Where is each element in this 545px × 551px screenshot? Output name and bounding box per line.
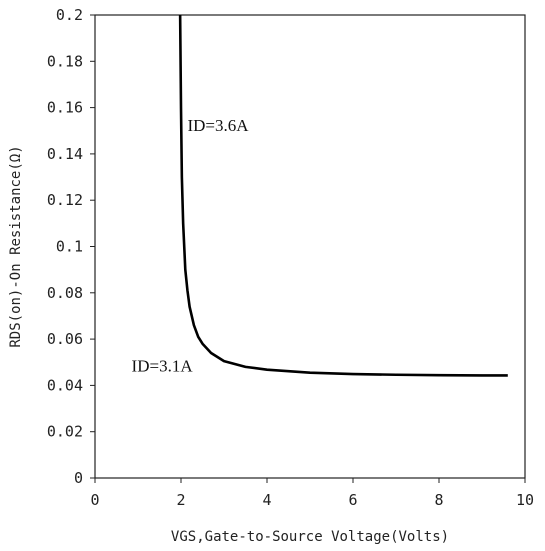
y-tick-label: 0.06 <box>47 330 83 348</box>
annotations: ID=3.6A ID=3.1A <box>132 116 250 376</box>
y-tick-label: 0.18 <box>47 52 83 70</box>
series-line-0 <box>178 14 508 377</box>
y-tick-label: 0.14 <box>47 145 83 163</box>
x-tick-label: 2 <box>176 491 185 509</box>
x-axis-label: VGS,Gate-to-Source Voltage(Volts) <box>171 529 449 545</box>
series-group <box>178 14 508 377</box>
y-tick-label: 0.02 <box>47 423 83 441</box>
y-axis-label: RDS(on)-On Resistance(Ω) <box>8 145 24 347</box>
y-tick-label: 0.04 <box>47 376 83 394</box>
y-tick-label: 0.2 <box>56 6 83 24</box>
annotation-1: ID=3.1A <box>132 357 194 376</box>
x-tick-label: 8 <box>434 491 443 509</box>
y-tick-label: 0.08 <box>47 284 83 302</box>
plot-border <box>94 14 526 479</box>
x-tick-labels: 0 2 4 6 8 10 <box>90 478 534 509</box>
x-tick-label: 10 <box>516 491 534 509</box>
annotation-0: ID=3.6A <box>187 116 249 135</box>
y-tick-labels: 0 0.02 0.04 0.06 0.08 0.1 0.12 0.14 0.16 0.18 0.2 <box>47 6 95 487</box>
x-tick-label: 6 <box>348 491 357 509</box>
plot-area <box>94 14 526 479</box>
x-tick-label: 0 <box>90 491 99 509</box>
x-tick-label: 4 <box>262 491 271 509</box>
y-tick-label: 0.12 <box>47 191 83 209</box>
y-tick-label: 0 <box>74 469 83 487</box>
y-tick-label: 0.1 <box>56 238 83 256</box>
y-tick-label: 0.16 <box>47 99 83 117</box>
